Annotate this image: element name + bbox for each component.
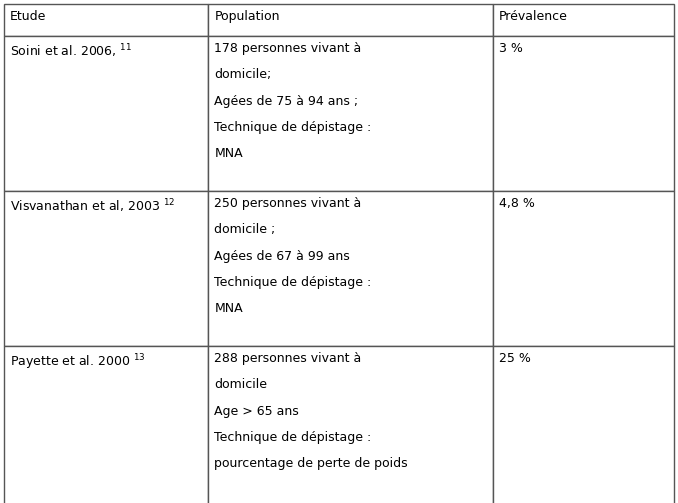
Text: Technique de dépistage :: Technique de dépistage : [214,276,372,289]
Text: Payette et al. 2000 $^{13}$: Payette et al. 2000 $^{13}$ [10,352,146,372]
Text: 25 %: 25 % [499,352,531,365]
Bar [4,346,208,503]
Text: Agées de 75 à 94 ans ;: Agées de 75 à 94 ans ; [214,95,359,108]
Text: 250 personnes vivant à: 250 personnes vivant à [214,197,361,210]
Bar [208,346,493,503]
Text: pourcentage de perte de poids: pourcentage de perte de poids [214,457,408,470]
Bar [4,4,208,36]
Text: Agées de 67 à 99 ans: Agées de 67 à 99 ans [214,249,350,263]
Text: Visvanathan et al, 2003 $^{12}$: Visvanathan et al, 2003 $^{12}$ [10,197,176,215]
Bar [4,36,208,191]
Bar [493,346,674,503]
Bar [208,191,493,346]
Text: Age > 65 ans: Age > 65 ans [214,405,299,417]
Bar [4,191,208,346]
Bar [208,36,493,191]
Bar [493,4,674,36]
Text: 288 personnes vivant à: 288 personnes vivant à [214,352,361,365]
Text: Prévalence: Prévalence [499,10,568,23]
Bar [493,191,674,346]
Text: Technique de dépistage :: Technique de dépistage : [214,431,372,444]
Text: Population: Population [214,10,280,23]
Text: Soini et al. 2006, $^{11}$: Soini et al. 2006, $^{11}$ [10,42,132,59]
Text: domicile: domicile [214,378,267,391]
Bar [493,36,674,191]
Text: MNA: MNA [214,147,243,160]
Text: domicile;: domicile; [214,68,272,81]
Text: 178 personnes vivant à: 178 personnes vivant à [214,42,361,55]
Text: Technique de dépistage :: Technique de dépistage : [214,121,372,134]
Text: domicile ;: domicile ; [214,223,275,236]
Bar [208,4,493,36]
Text: 4,8 %: 4,8 % [499,197,535,210]
Text: MNA: MNA [214,302,243,315]
Text: Etude: Etude [10,10,46,23]
Text: 3 %: 3 % [499,42,523,55]
